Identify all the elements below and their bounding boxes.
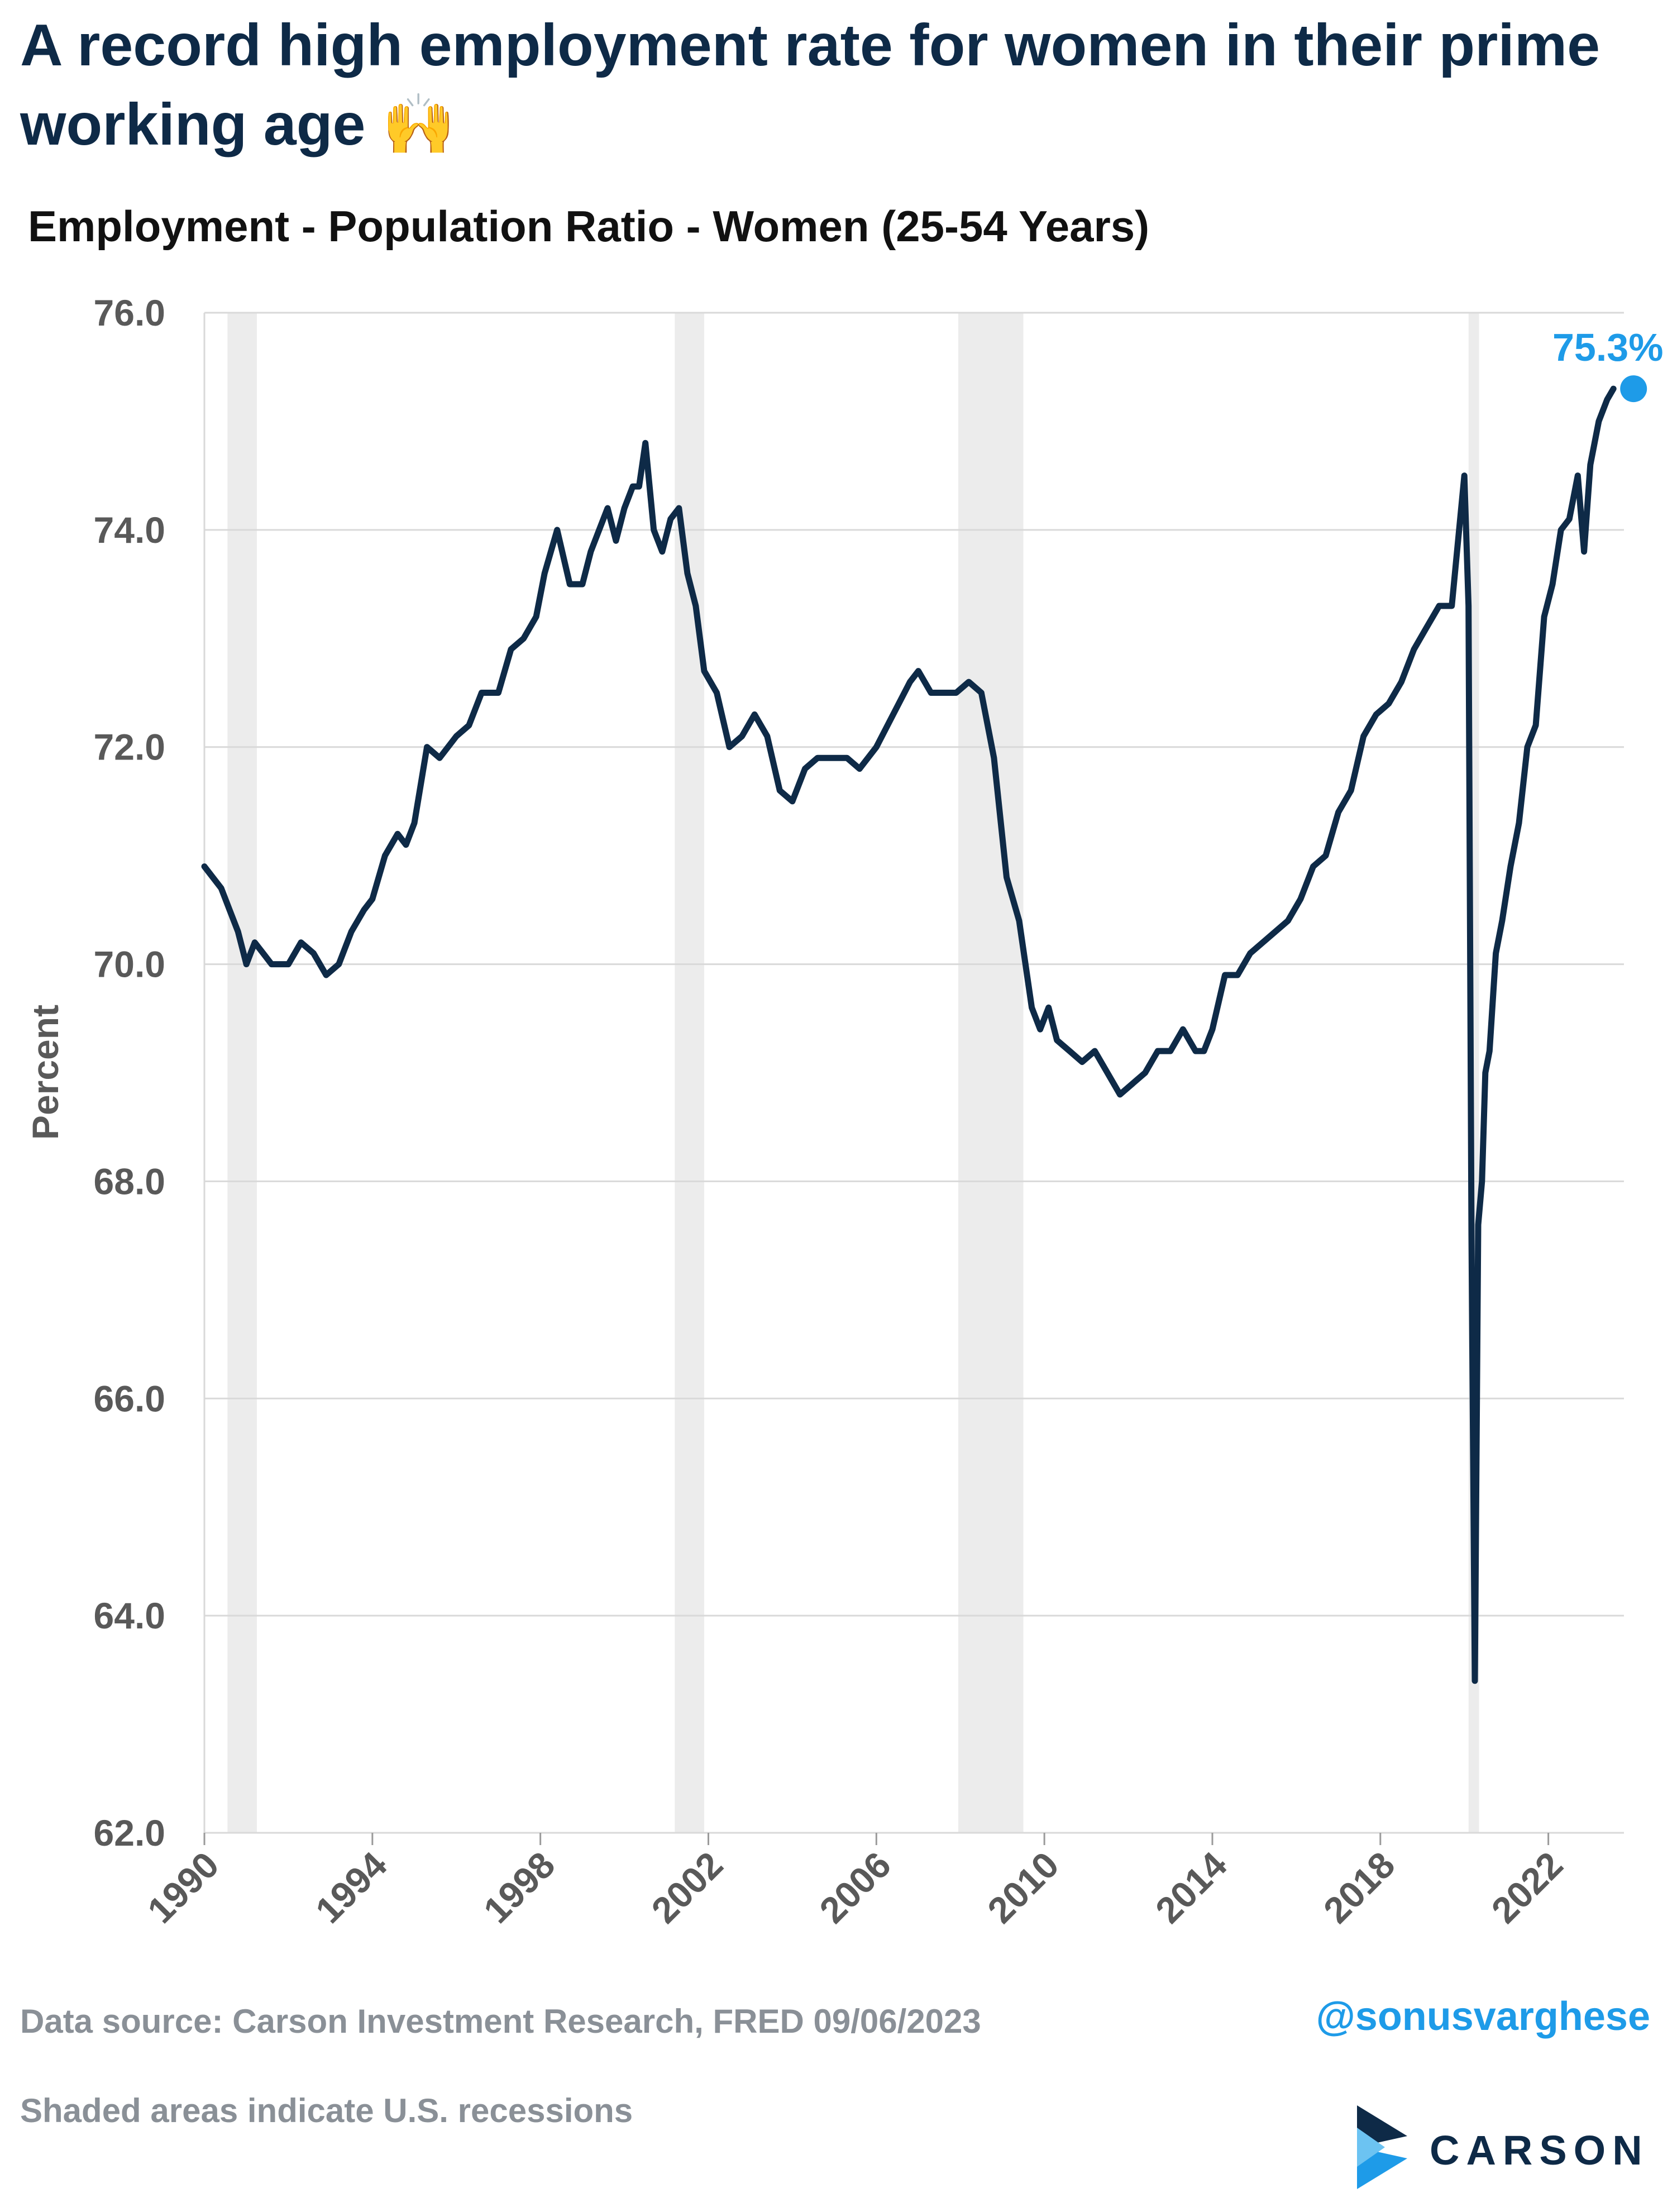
y-tick-label-3: 68.0 <box>94 1160 165 1202</box>
raising-hands-icon: 🙌 <box>381 92 456 157</box>
recession-note: Shaded areas indicate U.S. recessions <box>20 2092 633 2129</box>
y-axis-label: Percent <box>25 1005 66 1140</box>
x-tick-label-8: 2022 <box>1483 1844 1570 1931</box>
line-chart: 62.064.066.068.070.072.074.076.0 1990 199… <box>25 292 1663 1931</box>
x-tick-label-7: 2018 <box>1316 1844 1403 1931</box>
carson-logo: CARSON <box>1346 2105 1659 2195</box>
latest-value-label: 75.3% <box>1552 326 1663 369</box>
x-tick-label-1: 1994 <box>308 1843 395 1931</box>
carson-logo-icon <box>1357 2105 1407 2189</box>
series-line-0 <box>201 385 1617 1684</box>
recession-band-1 <box>675 313 704 1833</box>
recession-band-0 <box>227 313 257 1833</box>
recession-band-2 <box>958 313 1024 1833</box>
y-tick-label-1: 64.0 <box>94 1595 165 1636</box>
y-tick-label-0: 62.0 <box>94 1812 165 1853</box>
gridlines <box>203 312 1624 1834</box>
series-group <box>201 385 1617 1684</box>
x-tick-label-5: 2010 <box>980 1844 1067 1931</box>
y-tick-label-7: 76.0 <box>94 292 165 333</box>
x-tick-label-3: 2002 <box>643 1844 730 1931</box>
x-tick-label-0: 1990 <box>140 1844 227 1931</box>
page-title: A record high employment rate for women … <box>20 6 1640 164</box>
x-tick-label-2: 1998 <box>475 1844 562 1931</box>
author-handle[interactable]: @sonusvarghese <box>1316 1994 1650 2039</box>
chart-subtitle: Employment - Population Ratio - Women (2… <box>28 202 1150 251</box>
x-axis-ticks: 1990 1994 1998 2002 2006 2010 2014 2018 2022 <box>140 1833 1571 1931</box>
y-tick-label-4: 70.0 <box>94 944 165 985</box>
y-tick-label-6: 74.0 <box>94 509 165 551</box>
y-tick-label-2: 66.0 <box>94 1378 165 1419</box>
brand-name: CARSON <box>1430 2127 1649 2173</box>
y-axis-ticks: 62.0 64.0 66.0 68.0 70.0 72.0 74.0 76.0 <box>94 292 165 1853</box>
data-source: Data source: Carson Investment Research,… <box>20 2003 981 2040</box>
x-tick-label-4: 2006 <box>811 1844 899 1931</box>
latest-value-point <box>1620 375 1647 403</box>
y-tick-label-5: 72.0 <box>94 727 165 768</box>
x-tick-label-6: 2014 <box>1148 1843 1235 1931</box>
recession-shading <box>227 313 1479 1833</box>
title-text: A record high employment rate for women … <box>20 12 1600 157</box>
